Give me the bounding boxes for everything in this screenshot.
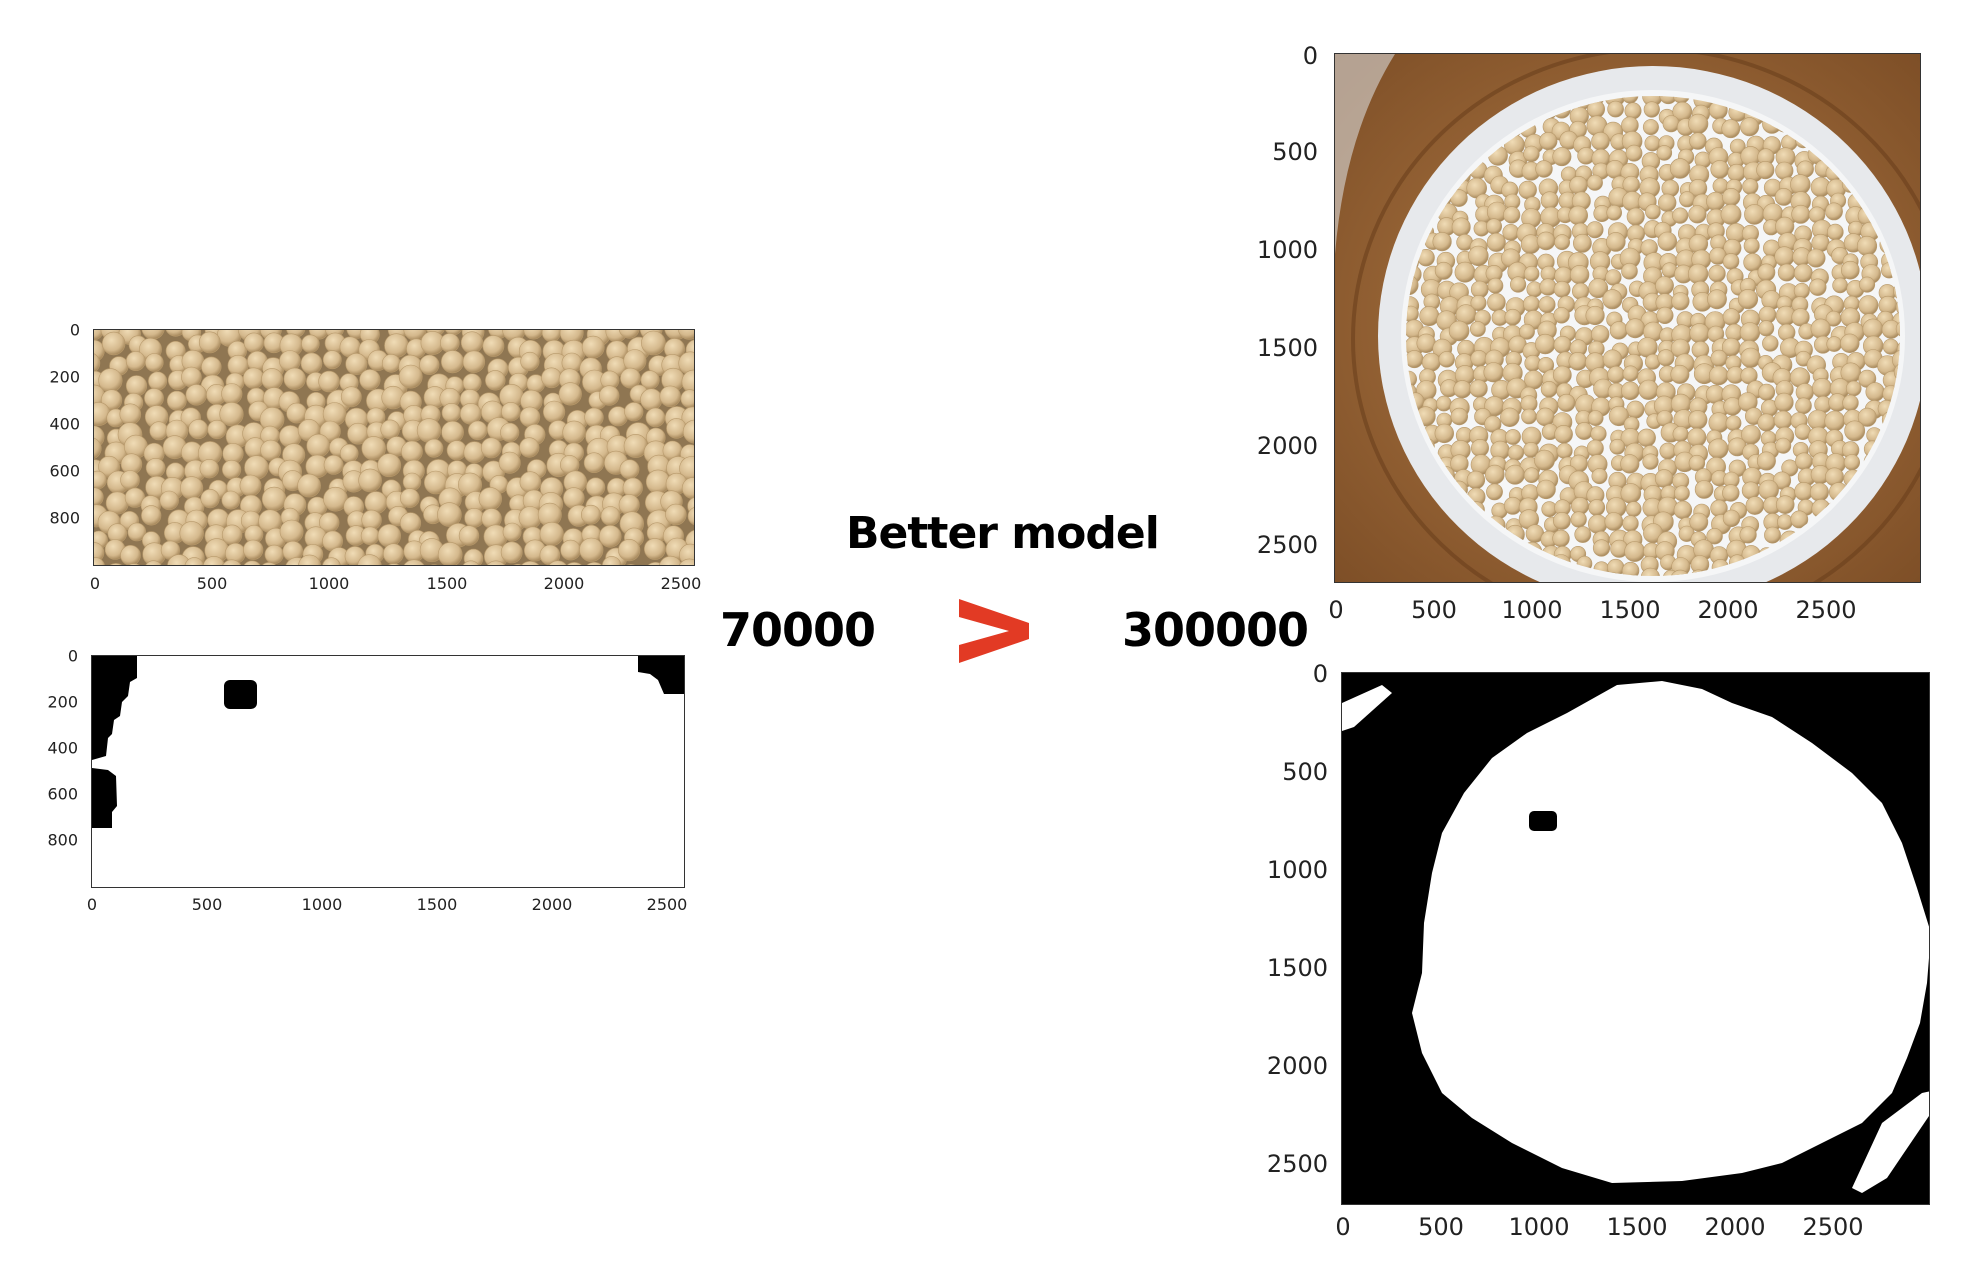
x-tick-label: 2000: [543, 574, 585, 593]
bean-pattern-rect: [94, 330, 694, 565]
y-tick-label: 800: [47, 830, 78, 850]
y-tick-label: 1500: [1256, 334, 1318, 362]
x-tick-label: 1500: [426, 574, 468, 593]
x-tick-label: 1500: [416, 895, 458, 914]
y-tick-label: 2000: [1256, 432, 1318, 460]
y-tick-label: 0: [69, 320, 80, 340]
mask-bowl-image: [1342, 673, 1929, 1204]
top-left-image-axes: [93, 329, 695, 566]
x-tick-label: 500: [1411, 596, 1457, 624]
top-right-image-axes: [1334, 53, 1921, 583]
y-tick-label: 500: [1272, 138, 1318, 166]
x-tick-label: 500: [196, 574, 228, 593]
x-tick-label: 2000: [1697, 596, 1759, 624]
y-tick-label: 2000: [1266, 1052, 1328, 1080]
y-tick-label: 0: [1302, 42, 1318, 70]
x-tick-label: 2000: [1704, 1213, 1766, 1241]
x-tick-label: 1000: [1508, 1213, 1570, 1241]
x-tick-label: 2500: [1802, 1213, 1864, 1241]
y-tick-label: 200: [47, 692, 78, 712]
y-tick-label: 500: [1282, 758, 1328, 786]
y-tick-label: 1000: [1266, 856, 1328, 884]
y-tick-label: 600: [49, 461, 80, 481]
left-value: 70000: [720, 603, 876, 657]
y-tick-label: 600: [47, 784, 78, 804]
x-tick-label: 1000: [301, 895, 343, 914]
greater-than-icon: [955, 595, 1033, 667]
x-tick-label: 2500: [660, 574, 702, 593]
x-tick-label: 0: [1328, 596, 1344, 624]
y-tick-label: 2500: [1256, 531, 1318, 559]
x-tick-label: 0: [1335, 1213, 1351, 1241]
y-tick-label: 200: [49, 367, 80, 387]
y-tick-label: 0: [1312, 660, 1328, 688]
y-tick-label: 400: [47, 738, 78, 758]
beans-rect-image: [94, 330, 694, 565]
x-tick-label: 1500: [1599, 596, 1661, 624]
x-tick-label: 0: [89, 574, 101, 593]
x-tick-label: 2500: [646, 895, 688, 914]
mask-rect-image: [92, 656, 684, 887]
y-tick-label: 800: [49, 508, 80, 528]
right-value: 300000: [1122, 603, 1309, 657]
x-tick-label: 500: [1418, 1213, 1464, 1241]
x-tick-label: 1500: [1606, 1213, 1668, 1241]
bottom-left-mask-axes: [91, 655, 685, 888]
beans-bowl-image: [1335, 54, 1920, 582]
x-tick-label: 0: [86, 895, 98, 914]
x-tick-label: 1000: [308, 574, 350, 593]
y-tick-label: 1000: [1256, 236, 1318, 264]
y-tick-label: 0: [67, 646, 78, 666]
x-tick-label: 2000: [531, 895, 573, 914]
x-tick-label: 500: [191, 895, 223, 914]
comparison-title: Better model: [846, 508, 1160, 559]
bottom-right-mask-axes: [1341, 672, 1930, 1205]
x-tick-label: 1000: [1501, 596, 1563, 624]
y-tick-label: 2500: [1266, 1150, 1328, 1178]
x-tick-label: 2500: [1795, 596, 1857, 624]
y-tick-label: 1500: [1266, 954, 1328, 982]
y-tick-label: 400: [49, 414, 80, 434]
